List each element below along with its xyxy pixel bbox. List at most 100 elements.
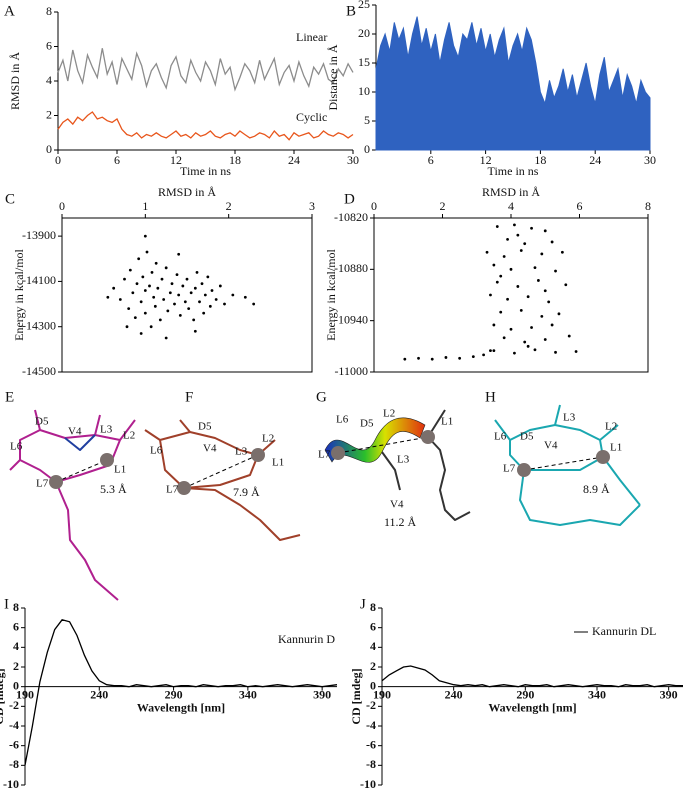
x-tick-label: 12 [480,153,492,167]
x-tick-label: 340 [588,687,606,701]
plot-frame [373,217,649,373]
y-tick-label: -8 [366,757,376,771]
data-point [218,284,222,288]
data-point [492,323,496,327]
structure-f: F D5 V4 L3 L2 L6 L1 L7 7.9 Å [144,389,301,541]
data-point [193,329,197,333]
data-point [554,269,557,273]
residue-label: L6 [150,445,163,457]
data-point [403,357,407,361]
panel-letter: C [5,191,15,207]
data-point [156,286,160,290]
data-point [128,268,132,272]
y-tick-label: -14100 [22,273,56,287]
panel-letter: A [4,3,15,19]
residue-label: L7 [318,449,331,461]
residue-label: D5 [198,421,212,433]
data-point [127,307,131,310]
data-point [173,302,176,306]
y-tick-label: -14500 [22,364,56,378]
residue-label: V4 [68,426,82,438]
y-tick-label: -11000 [334,364,368,378]
data-point [143,234,147,238]
y-tick-label: -13900 [22,228,56,242]
legend-label: Kannurin DL [592,624,656,638]
data-point [143,311,147,315]
data-point [492,263,496,267]
data-point [154,261,158,265]
data-point [540,252,544,256]
data-point [187,307,191,310]
data-point [516,233,520,237]
data-point [206,275,210,279]
y-tick-label: -10 [3,777,19,791]
residue-label: V4 [203,443,217,455]
data-point [513,223,516,227]
data-point [502,336,506,340]
data-point [149,325,153,329]
residue-label: V4 [390,499,404,511]
data-point [181,284,185,288]
legend-label: Linear [296,30,327,44]
data-point [543,289,547,293]
data-point [471,355,475,358]
y-tick-label: 6 [13,619,19,633]
data-point [557,312,561,316]
data-point [170,282,174,286]
distance-label: 8.9 Å [583,482,610,496]
data-point [131,291,135,295]
y-tick-label: -4 [366,718,376,732]
data-point [231,293,235,297]
residue-label: L1 [114,464,126,476]
y-tick-label: -10940 [334,312,368,326]
residue-label: L6 [10,441,23,453]
data-point [550,323,554,327]
data-point [133,316,137,320]
y-axis-title: CD [mdeg] [349,668,363,724]
residue-label: L7 [36,478,49,490]
x-tick-label: 18 [229,153,241,167]
x-axis-title: Time in ns [180,164,231,178]
data-point [177,293,181,297]
x-tick-label: 240 [445,687,463,701]
x-axis-title: Wavelength [nm] [488,700,576,714]
data-point [530,326,533,329]
x-tick-label: 390 [660,687,678,701]
x-axis-title: Wavelength [nm] [137,700,225,714]
y-axis-title: Distance in Å [326,44,340,110]
residue-label: L1 [610,442,622,454]
data-point [560,250,564,254]
data-point [523,340,527,344]
residue-label: L3 [563,412,576,424]
plot-frame [61,217,313,373]
y-tick-label: 2 [13,659,19,673]
y-tick-label: -6 [9,737,19,751]
data-point [166,309,170,313]
data-point [223,302,226,306]
data-point [148,284,151,288]
data-point [489,293,492,297]
data-point [506,237,509,241]
y-axis-title: Energy in kcal/mol [324,248,338,340]
panel-letter: D [344,191,355,207]
x-tick-label: 4 [508,199,514,213]
data-point [526,295,530,299]
data-point [252,302,256,306]
data-point [574,350,578,353]
data-point [164,336,168,340]
x-tick-label: 24 [589,153,601,167]
data-point [141,275,145,279]
residue-label: L1 [272,457,284,469]
data-point [519,309,523,312]
data-line [57,111,354,141]
x-tick-label: 30 [347,153,359,167]
data-point [153,304,157,308]
structure-e: E D5 V4 L3 L2 L6 L1 L7 5.3 Å [5,389,136,601]
data-point [543,338,547,341]
data-point [139,300,143,304]
data-point [550,240,554,244]
data-point [499,310,503,314]
data-point [495,280,499,284]
data-point [195,270,199,274]
